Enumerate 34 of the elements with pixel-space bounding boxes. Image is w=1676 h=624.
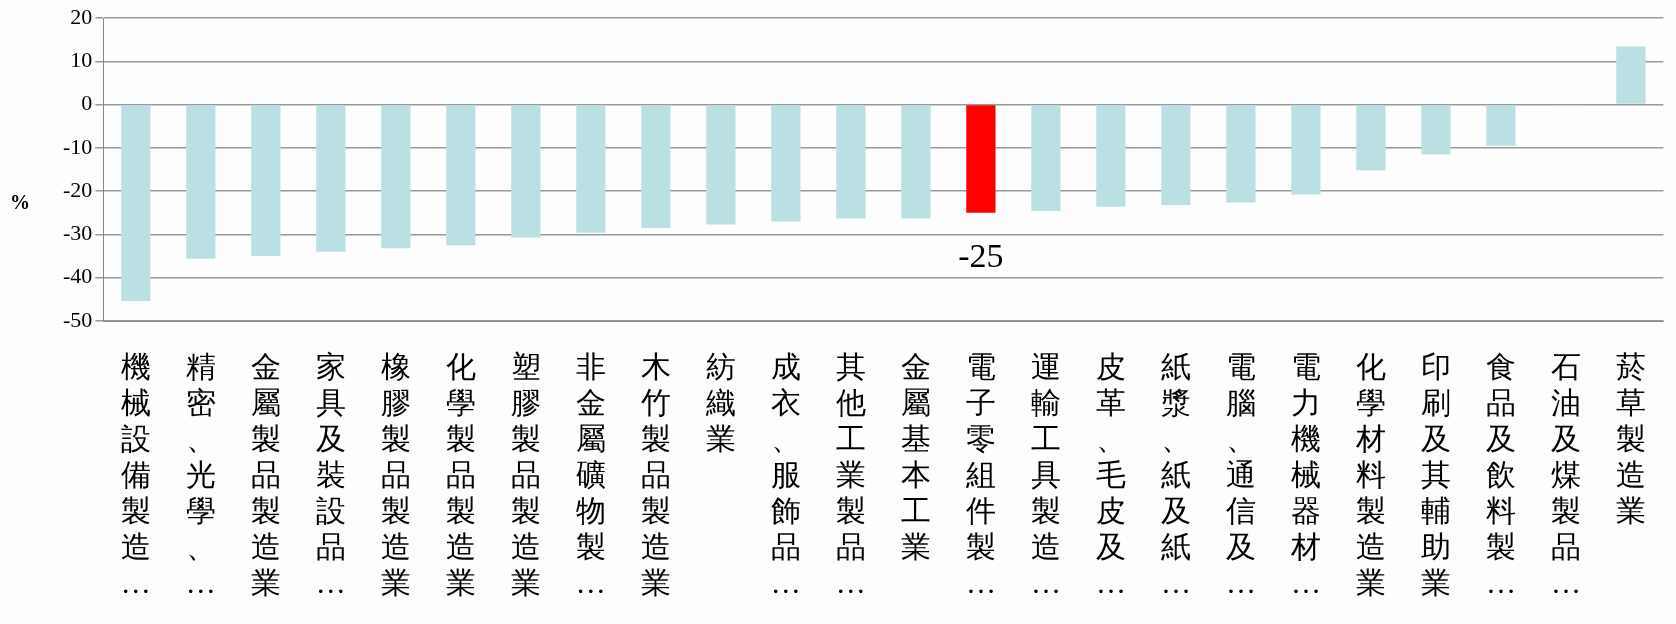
- x-tick-label: 化學材料製造業: [1354, 349, 1386, 599]
- x-tick-label: 其他工業製品…: [835, 349, 866, 599]
- y-axis-title: %: [10, 191, 30, 214]
- x-tick-label: 機械設備製造…: [120, 349, 151, 599]
- x-tick-label: 化學製品製造業: [445, 349, 476, 599]
- y-tick-label: -10: [63, 133, 93, 159]
- y-tick-label: 0: [81, 90, 93, 116]
- y-tick-label: 20: [70, 3, 93, 29]
- x-tick-label: 家具及裝設品…: [315, 349, 346, 599]
- x-tick-label: 木竹製品製造業: [640, 349, 671, 599]
- x-tick-label: 金屬製品製造業: [250, 349, 281, 599]
- x-tick-label: 電腦、通信及…: [1225, 349, 1256, 599]
- x-tick-label: 紡織業: [704, 349, 736, 455]
- x-tick-label: 金屬基本工業: [900, 349, 931, 563]
- x-tick-label: 塑膠製品製造業: [510, 349, 541, 599]
- x-tick-label: 菸草製造業: [1615, 349, 1646, 527]
- y-tick-label: -20: [63, 176, 93, 202]
- y-tick-label: -30: [63, 220, 93, 246]
- data-label: -25: [958, 236, 1004, 274]
- y-tick-label: -50: [63, 306, 93, 332]
- y-tick-label: -40: [63, 263, 93, 289]
- x-tick-label: 皮革、毛皮及…: [1095, 349, 1126, 599]
- y-tick-label: 10: [70, 47, 93, 73]
- x-tick-label: 印刷及其輔助業: [1420, 349, 1451, 599]
- x-tick-label: 食品及飲料製…: [1485, 349, 1516, 599]
- x-tick-label: 電力機械器材…: [1289, 349, 1321, 599]
- x-tick-label: 紙漿、紙及紙…: [1160, 349, 1191, 599]
- x-tick-label: 橡膠製品製造業: [380, 349, 411, 599]
- x-tick-label: 運輸工具製造…: [1030, 349, 1061, 599]
- x-tick-label: 石油及煤製品…: [1550, 349, 1581, 599]
- x-tick-label: 非金屬礦物製…: [575, 349, 606, 599]
- x-tick-label: 精密、光學、…: [185, 349, 216, 599]
- x-tick-label: 成衣、服飾品…: [770, 349, 801, 599]
- x-tick-label: 電子零組件製…: [964, 349, 996, 599]
